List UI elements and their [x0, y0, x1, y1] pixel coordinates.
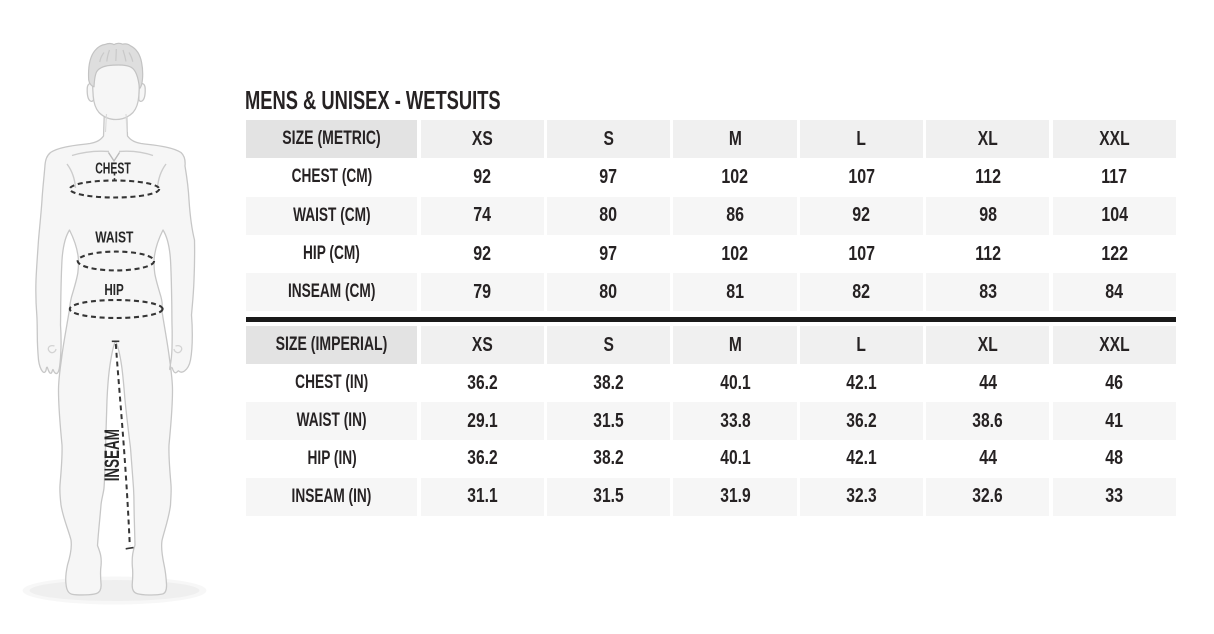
- svg-text:INSEAM: INSEAM: [100, 429, 124, 481]
- svg-text:WAIST: WAIST: [95, 229, 133, 247]
- svg-text:CHEST: CHEST: [95, 159, 131, 177]
- svg-text:HIP: HIP: [104, 280, 123, 298]
